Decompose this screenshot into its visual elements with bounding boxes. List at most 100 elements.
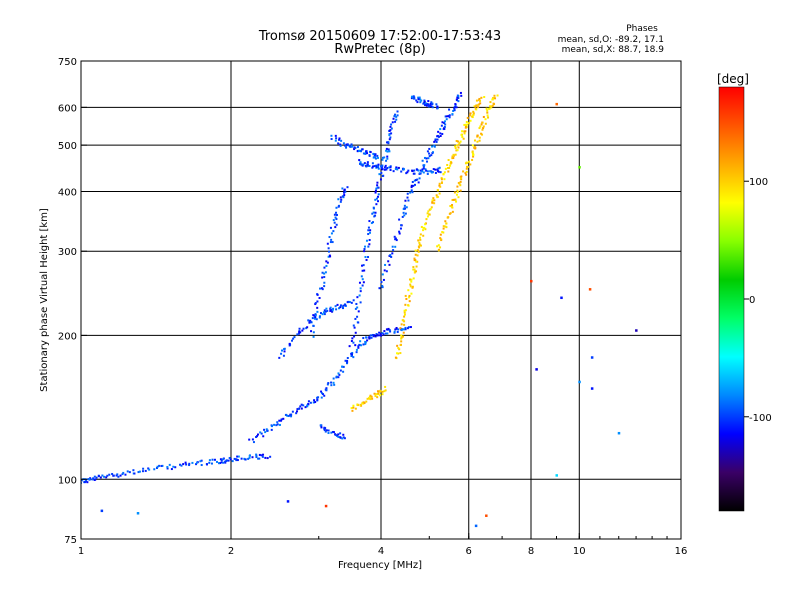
trace-point	[359, 404, 362, 407]
trace-point	[426, 170, 429, 173]
trace-point	[406, 192, 409, 195]
trace-point	[372, 156, 375, 159]
trace-point	[381, 284, 384, 287]
trace-point	[397, 347, 400, 350]
trace-point	[353, 335, 356, 338]
trace-point	[417, 181, 420, 184]
trace-point	[371, 333, 374, 336]
outlier-point	[588, 288, 592, 291]
trace-point	[439, 185, 442, 188]
trace-point	[263, 428, 266, 431]
trace-point	[390, 123, 393, 126]
trace-point	[332, 230, 335, 233]
trace-point	[371, 212, 374, 215]
trace-point	[342, 370, 345, 373]
trace-point	[355, 348, 358, 351]
trace-point	[330, 134, 333, 137]
trace-point	[334, 134, 337, 137]
trace-point	[359, 161, 362, 164]
trace-point	[124, 473, 127, 476]
trace-point	[437, 167, 440, 170]
trace-point	[367, 226, 370, 229]
trace-point	[394, 237, 397, 240]
trace-point	[316, 293, 319, 296]
trace-point	[335, 376, 338, 379]
trace-point	[430, 206, 433, 209]
trace-point	[482, 127, 485, 130]
trace-point	[439, 171, 442, 174]
trace-point	[470, 115, 473, 118]
trace-point	[356, 146, 359, 149]
trace-point	[306, 404, 309, 407]
outlier-point	[136, 512, 140, 515]
trace-point	[466, 123, 469, 126]
trace-point	[472, 155, 475, 158]
colorbar-gradient	[718, 86, 745, 512]
trace-point	[378, 173, 381, 176]
trace-point	[335, 206, 338, 209]
trace-point	[224, 460, 227, 463]
trace-point	[453, 107, 456, 110]
trace-point	[410, 278, 413, 281]
trace-point	[332, 381, 335, 384]
trace-point	[343, 189, 346, 192]
trace-point	[287, 415, 290, 418]
trace-point	[459, 177, 462, 180]
outlier-point	[485, 514, 488, 517]
trace-point	[283, 350, 286, 353]
trace-point	[432, 168, 435, 171]
trace-point	[411, 285, 414, 288]
trace-point	[235, 458, 238, 461]
trace-point	[337, 376, 340, 379]
trace-point	[337, 433, 340, 436]
outlier-point	[100, 509, 104, 513]
trace-point	[484, 118, 487, 121]
trace-point	[401, 335, 404, 338]
trace-point	[352, 341, 355, 344]
trace-point	[444, 167, 447, 170]
x-axis-label: Frequency [MHz]	[338, 560, 422, 571]
trace-point	[423, 99, 426, 102]
trace-point	[233, 457, 236, 460]
outlier-point	[324, 504, 328, 508]
trace-point	[405, 297, 408, 300]
trace-point	[428, 155, 431, 158]
trace-point	[327, 382, 330, 385]
trace-point	[464, 126, 467, 129]
trace-point	[489, 101, 492, 104]
trace-point	[435, 194, 438, 197]
trace-point	[456, 185, 459, 188]
trace-point	[329, 241, 332, 244]
trace-point	[446, 216, 449, 219]
trace-point	[309, 321, 312, 324]
trace-point	[376, 184, 379, 187]
trace-point	[391, 245, 394, 248]
trace-point	[422, 234, 425, 237]
trace-point	[417, 239, 420, 242]
trace-point	[363, 248, 366, 251]
trace-point	[471, 151, 474, 154]
trace-point	[381, 393, 384, 396]
trace-point	[410, 280, 413, 283]
trace-point	[459, 184, 462, 187]
trace-point	[128, 471, 131, 474]
trace-point	[377, 390, 380, 393]
trace-point	[335, 308, 338, 311]
trace-point	[431, 201, 434, 204]
trace-point	[463, 132, 466, 135]
trace-point	[404, 303, 407, 306]
trace-point	[380, 166, 383, 169]
trace-point	[325, 429, 328, 432]
y-tick-label: 400	[58, 187, 77, 198]
trace-point	[472, 153, 475, 156]
trace-point	[88, 478, 91, 481]
trace-point	[472, 113, 475, 116]
trace-point	[410, 189, 413, 192]
trace-point	[359, 301, 362, 304]
trace-point	[433, 144, 436, 147]
trace-point	[424, 104, 427, 107]
trace-point	[290, 413, 293, 416]
trace-point	[491, 105, 494, 108]
trace-point	[403, 207, 406, 210]
trace-point	[373, 154, 376, 157]
